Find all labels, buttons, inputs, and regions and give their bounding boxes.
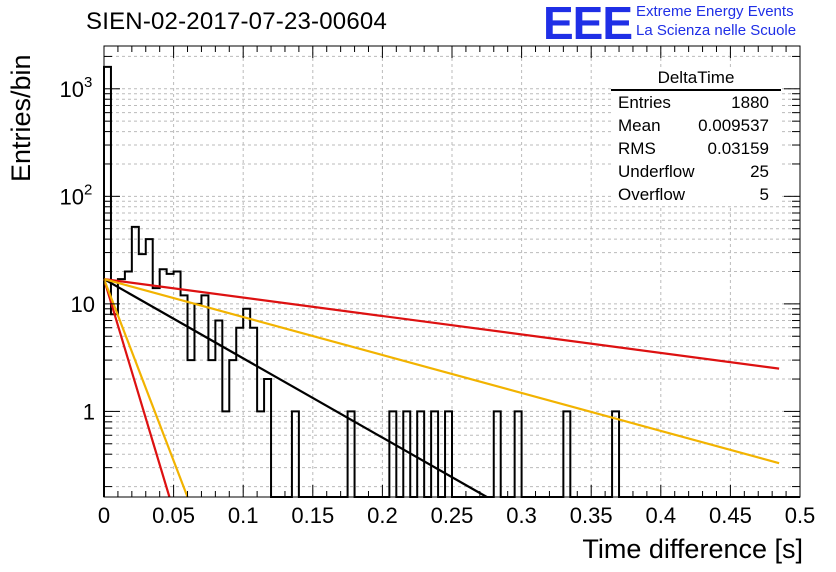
stats-label: Overflow <box>618 185 686 204</box>
x-tick-label: 0.1 <box>228 503 259 528</box>
series-line <box>102 278 171 498</box>
stats-value: 1880 <box>731 93 769 112</box>
stats-value: 5 <box>759 185 769 204</box>
x-tick-label: 0.2 <box>367 503 398 528</box>
y-axis-label: Entries/bin <box>6 54 36 182</box>
stats-label: RMS <box>618 139 656 158</box>
stats-box: DeltaTime Entries 1880 Mean 0.009537 RMS 0.… <box>611 68 781 206</box>
x-tick-label: 0.4 <box>646 503 677 528</box>
series-line <box>102 278 189 498</box>
y-tick-label: 10 <box>60 77 84 102</box>
series-line <box>103 278 780 465</box>
stats-value: 0.03159 <box>707 139 769 158</box>
stats-row-rms: RMS 0.03159 <box>611 137 781 160</box>
stats-title: DeltaTime <box>611 68 781 91</box>
x-tick-label: 0.45 <box>709 503 752 528</box>
series-line <box>103 278 488 498</box>
logo-line-1: Extreme Energy Events <box>636 3 794 20</box>
series-line <box>103 277 780 370</box>
stats-label: Mean <box>618 116 661 135</box>
x-tick-label: 0.35 <box>570 503 613 528</box>
stats-value: 25 <box>750 162 769 181</box>
y-tick-label: 10 <box>60 184 84 209</box>
stats-row-entries: Entries 1880 <box>611 91 781 114</box>
x-tick-label: 0.05 <box>152 503 195 528</box>
stats-row-mean: Mean 0.009537 <box>611 114 781 137</box>
ticks: 0 0.05 0.1 0.15 0.2 0.25 0.3 0.35 0.4 0.45 0.5 1 10 1… <box>60 46 816 528</box>
chart-title: SIEN-02-2017-07-23-00604 <box>86 8 387 35</box>
x-tick-label: 0.5 <box>785 503 816 528</box>
stats-row-underflow: Underflow 25 <box>611 160 781 183</box>
logo-caption: Extreme Energy Events La Scienza nelle S… <box>636 2 796 40</box>
y-tick-exponent: 3 <box>84 74 92 91</box>
x-tick-label: 0.3 <box>506 503 537 528</box>
x-tick-label: 0.15 <box>291 503 334 528</box>
x-axis-label: Time difference [s] <box>582 534 803 564</box>
fit-lines <box>102 277 780 498</box>
y-tick-label: 10 <box>71 292 95 317</box>
x-tick-label: 0 <box>98 503 110 528</box>
stats-row-overflow: Overflow 5 <box>611 183 781 206</box>
x-tick-label: 0.25 <box>431 503 474 528</box>
y-tick-label: 1 <box>83 399 95 424</box>
y-tick-exponent: 2 <box>84 181 92 198</box>
stats-label: Entries <box>618 93 671 112</box>
stats-label: Underflow <box>618 162 695 181</box>
stats-value: 0.009537 <box>698 116 769 135</box>
logo-line-2: La Scienza nelle Scuole <box>636 22 797 39</box>
eee-logo: EEE <box>543 0 633 49</box>
